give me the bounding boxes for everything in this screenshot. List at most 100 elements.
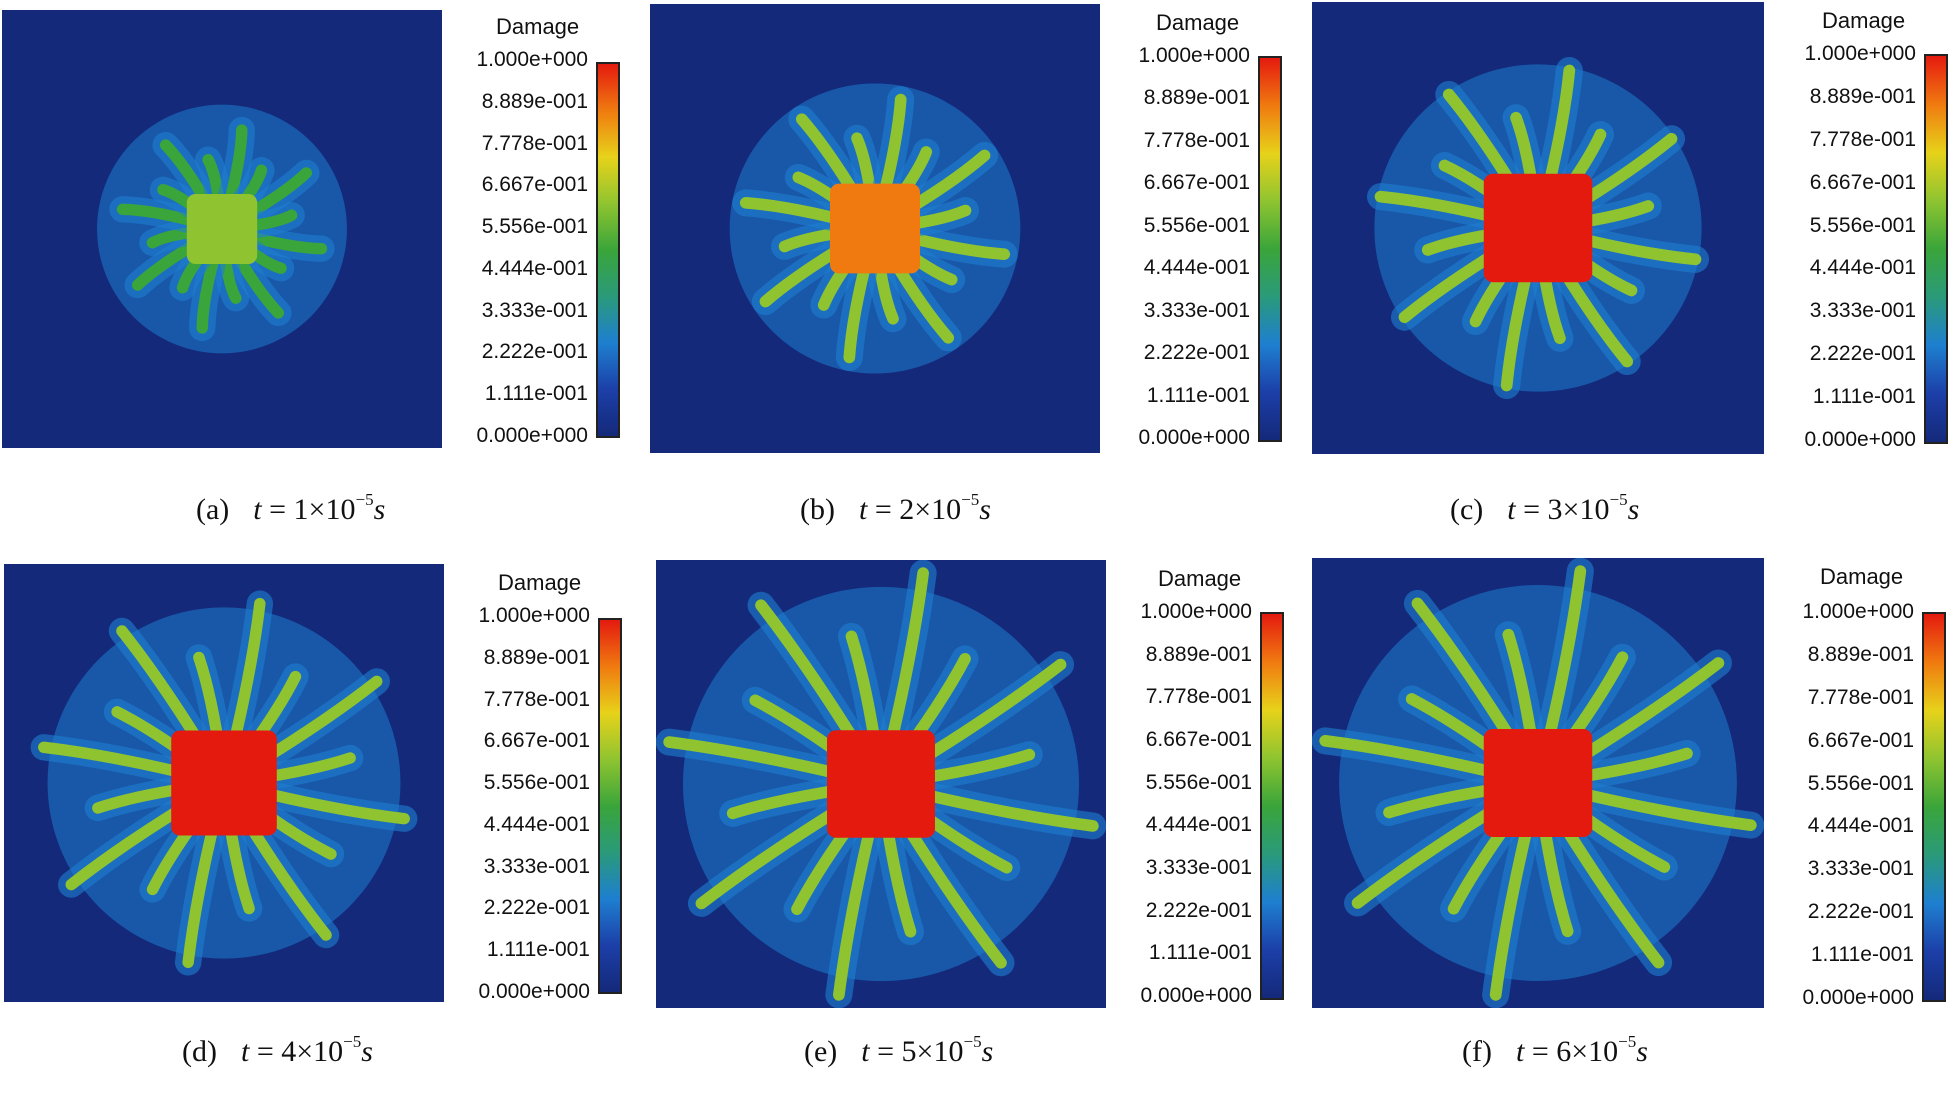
- colorbar-tick-label: 3.333e-001: [1809, 299, 1916, 323]
- colorbar-tick-label: 0.000e+000: [1138, 426, 1250, 449]
- time-value: = 3×10: [1515, 493, 1610, 526]
- colorbar-tick-label: 8.889e-001: [483, 645, 590, 669]
- time-value: = 1×10: [261, 493, 356, 526]
- panel-f: Damage (f) t = 6×10−5s 1.000e+000 8.889e-0…: [1300, 548, 1950, 1097]
- panel-caption: (b) t = 2×10−5s: [800, 490, 991, 527]
- time-variable: t: [1515, 1035, 1525, 1068]
- colorbar-tick-label: 0.000e+000: [478, 980, 590, 1003]
- colorbar-tick-label: 4.444e-001: [1143, 256, 1250, 280]
- colorbar: [1260, 612, 1284, 1000]
- colorbar-tick-label: 2.222e-001: [483, 896, 590, 920]
- panel-caption: (a) t = 1×10−5s: [196, 490, 385, 527]
- panel-label: (b): [800, 493, 835, 526]
- legend-title: Damage: [1822, 8, 1906, 33]
- colorbar-tick-label: 3.333e-001: [481, 298, 588, 322]
- legend-title: Damage: [1820, 564, 1904, 589]
- colorbar-tick-label: 8.889e-001: [1807, 642, 1914, 666]
- panel-a: Damage (a) t = 1×10−5s 1.000e+000 8.889e-0…: [0, 0, 650, 548]
- colorbar-tick-label: 1.000e+000: [1804, 42, 1916, 65]
- crack-network: [30, 590, 418, 976]
- damage-field: [656, 560, 1106, 1008]
- colorbar-tick-label: 7.778e-001: [1143, 128, 1250, 152]
- panel-c: Damage (c) t = 3×10−5s 1.000e+000 8.889e-0…: [1300, 0, 1950, 548]
- colorbar-tick-label: 6.667e-001: [1145, 728, 1252, 751]
- panel-caption: (d) t = 4×10−5s: [182, 1032, 373, 1069]
- colorbar-tick-label: 6.667e-001: [1809, 170, 1916, 194]
- colorbar-tick-label: 1.111e-001: [486, 938, 590, 962]
- time-exponent: −5: [963, 1032, 982, 1051]
- colorbar: [1258, 56, 1282, 442]
- time-variable: t: [253, 493, 262, 526]
- damage-plot: [4, 564, 444, 1002]
- panel-label: (d): [182, 1035, 217, 1068]
- colorbar-tick-label: 1.111e-001: [484, 382, 588, 406]
- colorbar-tick-label: 5.556e-001: [1143, 213, 1250, 237]
- damage-plot: [650, 4, 1100, 453]
- time-exponent: −5: [961, 490, 980, 509]
- colorbar-tick-label: 1.111e-001: [1812, 385, 1916, 409]
- colorbar-tick-label: 1.000e+000: [476, 48, 588, 71]
- time-unit: s: [361, 1035, 373, 1068]
- colorbar: [596, 62, 620, 438]
- time-variable: t: [861, 1035, 870, 1068]
- colorbar-tick-label: 3.333e-001: [1145, 856, 1252, 879]
- damage-plot: [2, 10, 442, 448]
- colorbar-tick-label: 3.333e-001: [1143, 298, 1250, 322]
- damage-field: [1312, 558, 1764, 1008]
- colorbar-tick-label: 8.889e-001: [1809, 84, 1916, 108]
- colorbar-tick-label: 2.222e-001: [481, 340, 588, 364]
- colorbar-tick-label: 2.222e-001: [1143, 341, 1250, 365]
- crack-network: [729, 83, 1021, 374]
- time-unit: s: [1627, 493, 1640, 526]
- colorbar-tick-label: 4.444e-001: [481, 256, 588, 280]
- colorbar-tick-label: 0.000e+000: [1802, 986, 1914, 1009]
- colorbar-tick-label: 4.444e-001: [1807, 814, 1914, 838]
- colorbar-tick-label: 5.556e-001: [483, 771, 590, 795]
- colorbar-tick-label: 7.778e-001: [483, 687, 590, 711]
- colorbar-tick-label: 1.111e-001: [1810, 943, 1914, 967]
- crack-network: [1312, 558, 1764, 1008]
- colorbar-tick-label: 6.667e-001: [483, 729, 590, 753]
- time-unit: s: [979, 493, 991, 526]
- colorbar-tick-label: 2.222e-001: [1807, 900, 1914, 924]
- colorbar-tick-label: 3.333e-001: [483, 854, 590, 878]
- time-exponent: −5: [1618, 1032, 1637, 1051]
- colorbar-tick-label: 1.111e-001: [1148, 941, 1252, 965]
- colorbar-tick-label: 4.444e-001: [483, 812, 590, 836]
- colorbar-tick-label: 6.667e-001: [1143, 171, 1250, 195]
- damage-plot: [656, 560, 1106, 1008]
- colorbar-tick-label: 7.778e-001: [481, 131, 588, 155]
- damage-plot: [1312, 2, 1764, 454]
- colorbar-tick-label: 5.556e-001: [1807, 771, 1914, 795]
- panel-e: Damage (e) t = 5×10−5s 1.000e+000 8.889e-0…: [650, 548, 1300, 1097]
- colorbar: [598, 618, 622, 994]
- colorbar-tick-label: 8.889e-001: [481, 89, 588, 113]
- colorbar-tick-label: 0.000e+000: [476, 424, 588, 447]
- time-unit: s: [981, 1035, 994, 1068]
- legend-title: Damage: [1158, 566, 1242, 591]
- damage-field: [729, 83, 1021, 374]
- time-value: = 2×10: [867, 493, 962, 526]
- damage-core: [171, 730, 277, 836]
- crack-network: [656, 560, 1106, 1008]
- colorbar-tick-label: 2.222e-001: [1145, 898, 1252, 922]
- damage-field: [1366, 56, 1710, 400]
- time-variable: t: [1507, 493, 1516, 526]
- panel-b: Damage (b) t = 2×10−5s 1.000e+000 8.889e-0…: [650, 0, 1300, 548]
- panel-d: Damage (d) t = 4×10−5s 1.000e+000 8.889e-0…: [0, 548, 650, 1097]
- damage-plot: [1312, 558, 1764, 1008]
- panel-caption: (c) t = 3×10−5s: [1450, 490, 1639, 527]
- panel-label: (a): [196, 493, 230, 526]
- time-value: = 5×10: [869, 1035, 964, 1068]
- time-variable: t: [240, 1035, 250, 1068]
- colorbar-tick-label: 5.556e-001: [481, 215, 588, 239]
- colorbar-tick-label: 8.889e-001: [1143, 86, 1250, 110]
- colorbar-tick-label: 2.222e-001: [1809, 342, 1916, 366]
- colorbar-tick-label: 0.000e+000: [1804, 428, 1916, 451]
- colorbar-tick-label: 4.444e-001: [1809, 256, 1916, 280]
- time-exponent: −5: [343, 1032, 362, 1051]
- time-variable: t: [858, 493, 868, 526]
- damage-core: [830, 183, 920, 274]
- colorbar: [1922, 612, 1946, 1002]
- panel-caption: (e) t = 5×10−5s: [804, 1032, 993, 1069]
